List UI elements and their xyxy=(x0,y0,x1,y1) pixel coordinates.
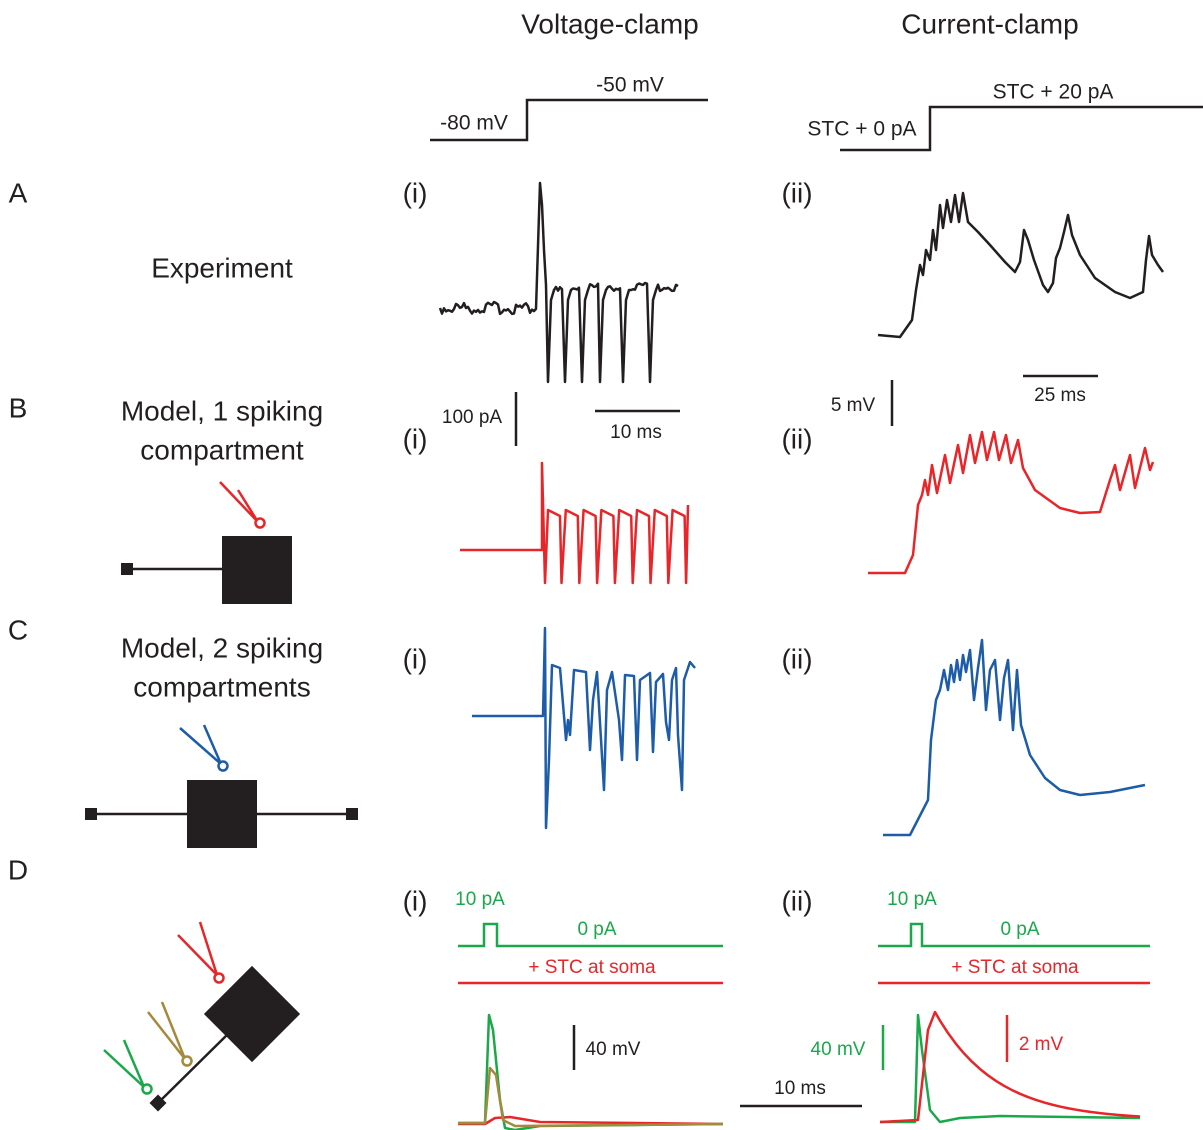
scale-label: 40 mV xyxy=(586,1039,641,1060)
row-letter: A xyxy=(9,177,28,208)
trace xyxy=(877,191,1165,339)
d-label: 10 pA xyxy=(455,889,505,910)
row-label: compartments xyxy=(133,671,310,702)
scale-label: 10 ms xyxy=(774,1078,826,1099)
vc-protocol xyxy=(430,98,708,142)
d-protocol xyxy=(458,922,723,948)
panel-label: (i) xyxy=(403,423,428,454)
d-label: + STC at soma xyxy=(951,957,1079,978)
protocol-label: STC + 0 pA xyxy=(807,118,916,141)
d-label: 0 pA xyxy=(1000,919,1039,940)
trace xyxy=(880,1013,1141,1124)
panel-label: (ii) xyxy=(781,885,812,916)
row-label: Model, 1 spiking xyxy=(121,395,323,426)
trace xyxy=(458,1013,724,1130)
scale-label: 10 ms xyxy=(610,422,662,443)
row-label: Experiment xyxy=(151,252,293,283)
protocol-label: -80 mV xyxy=(440,112,508,135)
cell-diagram xyxy=(121,481,292,604)
trace xyxy=(460,461,690,585)
protocol-label: -50 mV xyxy=(596,74,664,97)
trace xyxy=(458,1115,724,1126)
trace xyxy=(883,638,1146,837)
trace xyxy=(458,1066,724,1128)
panel-label: (ii) xyxy=(781,643,812,674)
trace xyxy=(879,1010,1141,1124)
cell-diagram xyxy=(85,724,358,848)
panel-label: (i) xyxy=(403,177,428,208)
d-label: 0 pA xyxy=(577,919,616,940)
column-title: Current-clamp xyxy=(901,8,1078,39)
scale-label: 100 pA xyxy=(442,407,503,428)
panel-label: (ii) xyxy=(781,177,812,208)
cell-diagram xyxy=(103,921,301,1112)
scale-label: 40 mV xyxy=(811,1039,866,1060)
panel-label: (i) xyxy=(403,643,428,674)
scale-label: 25 ms xyxy=(1034,385,1086,406)
panel-label: (ii) xyxy=(781,423,812,454)
row-letter: C xyxy=(8,614,28,645)
trace xyxy=(868,430,1155,575)
scale-label: 2 mV xyxy=(1019,1034,1064,1055)
trace xyxy=(472,626,696,830)
column-title: Voltage-clamp xyxy=(521,8,698,39)
cc-protocol xyxy=(840,105,1203,152)
row-label: compartment xyxy=(140,434,304,465)
d-label: + STC at soma xyxy=(528,957,656,978)
d-label: 10 pA xyxy=(887,889,937,910)
scale-label: 5 mV xyxy=(831,395,876,416)
trace xyxy=(438,181,679,384)
protocol-label: STC + 20 pA xyxy=(993,81,1114,104)
row-label: Model, 2 spiking xyxy=(121,632,323,663)
d-protocol xyxy=(878,922,1150,948)
row-letter: B xyxy=(9,392,28,423)
row-letter: D xyxy=(8,854,28,885)
panel-label: (i) xyxy=(403,885,428,916)
